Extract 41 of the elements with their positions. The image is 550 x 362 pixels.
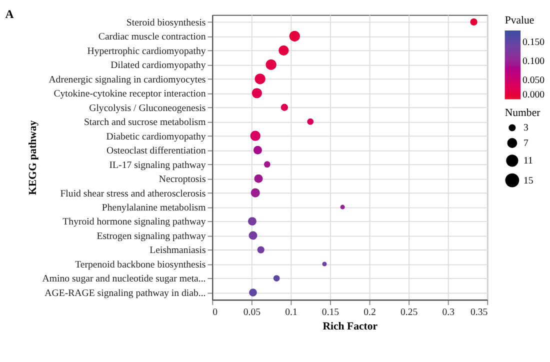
y-tick-label: Cytokine-cytokine receptor interaction	[54, 88, 206, 100]
y-tick-label: IL-17 signaling pathway	[109, 160, 206, 171]
legend-label: 11	[523, 156, 534, 167]
y-tick-label: Diabetic cardiomyopathy	[106, 131, 206, 142]
y-tick-label: Estrogen signaling pathway	[96, 230, 206, 242]
y-tick-label: AGE-RAGE signaling pathway in diab...	[44, 288, 206, 299]
x-tick-label: 0.3	[442, 306, 455, 318]
y-tick-label: Thyroid hormone signaling pathway	[62, 216, 206, 228]
y-tick-label: Necroptosis	[158, 174, 206, 186]
y-tick-label: Glycolysis / Gluconeogenesis	[89, 102, 206, 114]
y-tick-label: Fluid shear stress and atherosclerosis	[60, 188, 206, 200]
y-tick-label: Leishmaniasis	[150, 245, 206, 256]
x-tick-label: 0.2	[364, 306, 376, 318]
y-tick-label: Dilated cardiomyopathy	[110, 60, 206, 72]
legend-label: 15	[523, 175, 534, 186]
color-bar-label: 0.150	[522, 36, 545, 48]
legend-label: 3	[523, 122, 528, 134]
y-tick-label: Starch and sucrose metabolism	[84, 117, 206, 128]
legend-label: 7	[523, 138, 528, 149]
text: A	[5, 8, 14, 21]
color-bar-label: 0.000	[522, 89, 545, 100]
y-tick-label: Adrenergic signaling in cardiomyocytes	[48, 74, 206, 86]
x-tick-label: 0	[212, 306, 218, 318]
x-tick-label: 0.35	[470, 306, 488, 318]
legend-title: Number	[504, 106, 541, 119]
y-tick-label: Steroid biosynthesis	[126, 17, 206, 28]
x-tick-label: 0.15	[322, 306, 340, 318]
x-axis-title: Rich Factor	[322, 320, 378, 333]
y-axis-title: KEGG pathway	[27, 120, 40, 196]
x-tick-label: 0.25	[400, 306, 418, 318]
y-tick-label: Amino sugar and nucleotide sugar meta...	[42, 274, 206, 285]
x-tick-label: 0.1	[285, 306, 298, 318]
color-bar-label: 0.050	[522, 75, 545, 86]
y-tick-label: Hypertrophic cardiomyopathy	[87, 46, 206, 57]
x-tick-label: 0.05	[243, 306, 261, 318]
color-bar-title: Pvalue	[504, 14, 534, 27]
color-bar-label: 0.100	[522, 56, 545, 68]
y-tick-label: Osteoclast differentiation	[106, 146, 206, 157]
y-tick-label: Phenylalanine metabolism	[102, 202, 206, 214]
y-tick-label: Cardiac muscle contraction	[98, 32, 206, 43]
y-tick-label: Terpenoid backbone biosynthesis	[75, 259, 206, 270]
